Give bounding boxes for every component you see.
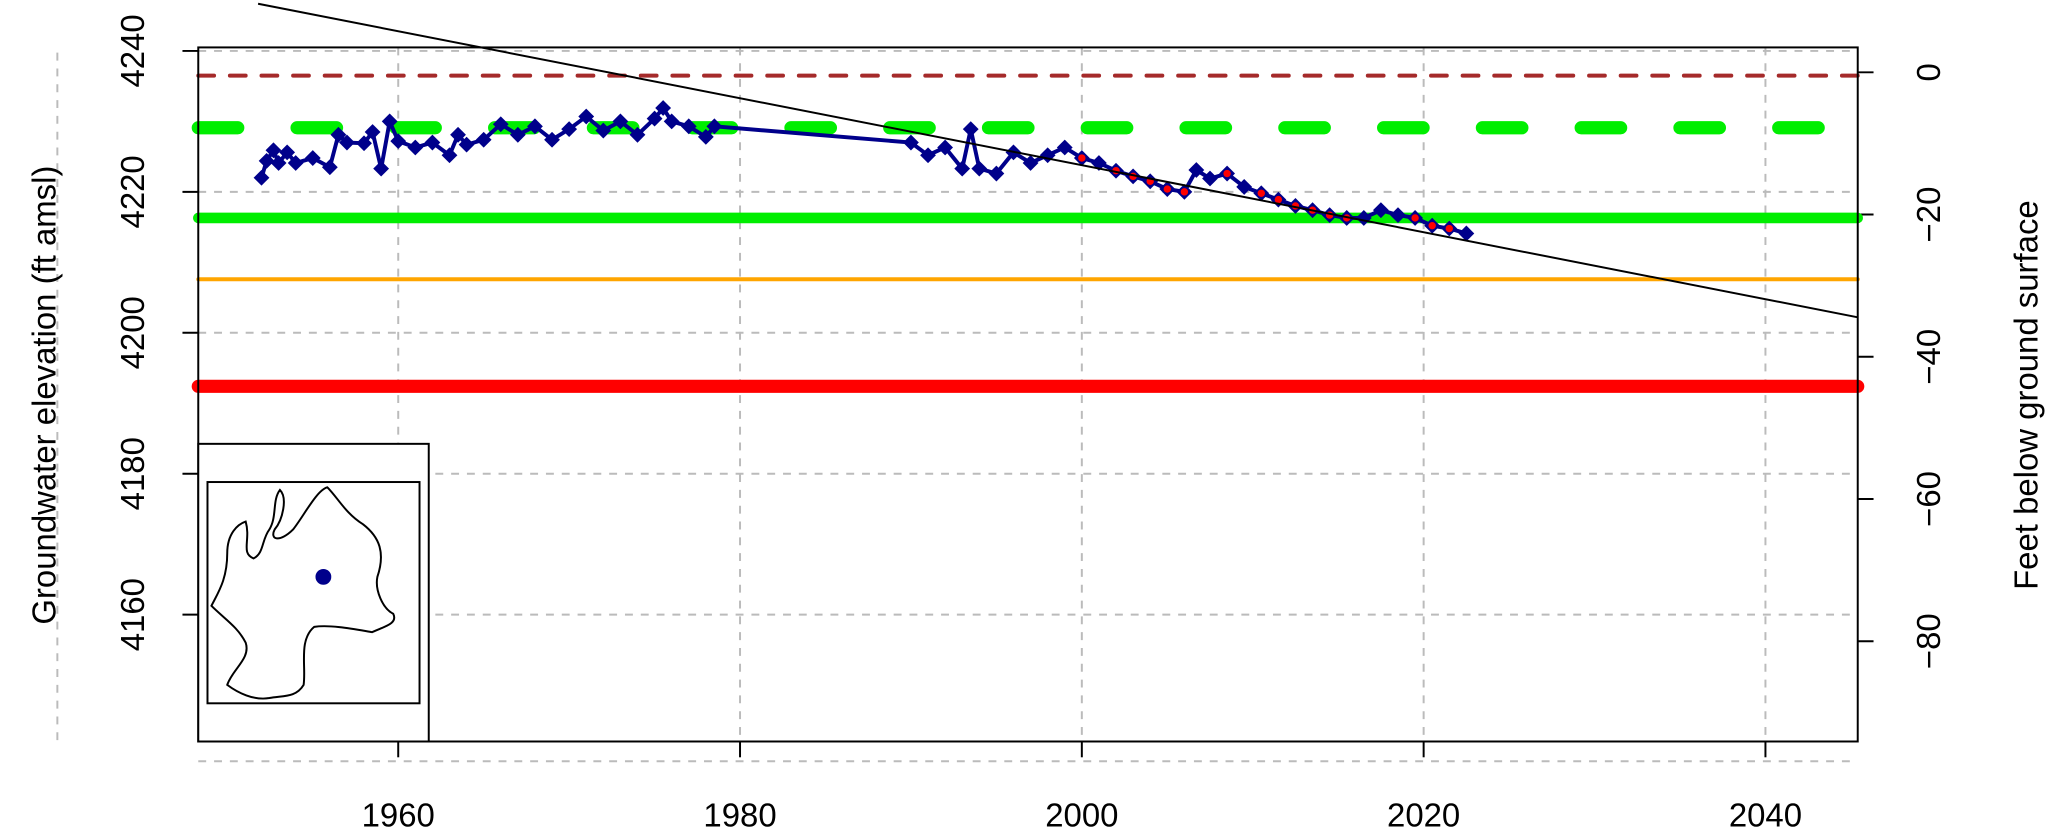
x-tick-label: 1960 [362,797,435,834]
inset-map [197,442,430,743]
data-point [629,126,646,143]
y-tick-label: 4220 [114,155,151,228]
x-tick-label: 1980 [703,797,776,834]
data-point [1428,222,1436,230]
data-point [450,126,466,143]
data-point [253,169,270,186]
data-point [680,118,697,135]
data-point [373,160,390,177]
data-point [646,110,663,127]
data-point [258,152,275,169]
data-point [1188,162,1205,178]
data-point [1411,214,1419,222]
y-tick-label: 4160 [114,578,151,651]
y2-axis-label: Feet below ground surface [2008,200,2045,590]
data-point [330,126,347,143]
data-point [1163,185,1171,193]
data-point [390,133,407,150]
y-tick-label: 4180 [114,437,151,510]
data-point [612,113,629,130]
inset-location [315,568,332,585]
data-point [1039,147,1056,164]
data-point [279,144,296,161]
data-point [1236,179,1253,195]
data-point [527,118,543,135]
x-tick-label: 2020 [1387,797,1460,834]
data-point [561,121,578,138]
y2-tick-label: −80 [1910,613,1947,669]
data-point [475,131,492,148]
data-point [971,160,988,177]
data-point [1390,207,1406,224]
data-point [1056,139,1073,156]
data-point [706,118,723,135]
y2-tick-label: 0 [1910,63,1947,81]
data-point [697,129,714,145]
data-point [509,126,526,143]
data-point [1373,202,1389,219]
data-point [544,131,560,148]
data-point [270,155,287,171]
data-point [988,165,1005,182]
data-point [1257,189,1265,197]
data-point [492,116,509,133]
x-tick-label: 2000 [1045,797,1118,834]
inset-outline [210,486,396,700]
data-point [962,121,979,138]
inset-border [206,481,421,705]
data-point [954,160,971,177]
y-tick-label: 4200 [114,296,151,369]
data-point [663,113,680,130]
data-point [321,159,338,176]
data-point [578,108,595,125]
plot-frame [197,46,1859,743]
data-point [1078,154,1086,162]
y-axis-label: Groundwater elevation (ft amsl) [26,166,63,625]
plot: 1960 1980 2000 2020 2040 4160 4180 4200 4220 4240… [114,2,1947,834]
data-point [1355,210,1372,226]
data-point [304,150,321,166]
data-point [595,122,612,139]
y2-tick-label: −60 [1910,471,1947,527]
data-point [407,139,424,156]
data-point [1223,169,1231,178]
data-point [655,100,672,116]
y2-tick-label: −40 [1910,329,1947,385]
data-point [381,113,398,130]
data-point [1180,188,1189,196]
y-tick-label: 4240 [114,14,151,87]
trend-line [257,2,1858,319]
inset-frame [197,442,430,743]
x-tick-label: 2040 [1729,797,1802,834]
data-point [1445,224,1453,233]
data-point [364,124,381,140]
y2-tick-label: −20 [1910,187,1947,243]
data-point [1274,195,1283,204]
